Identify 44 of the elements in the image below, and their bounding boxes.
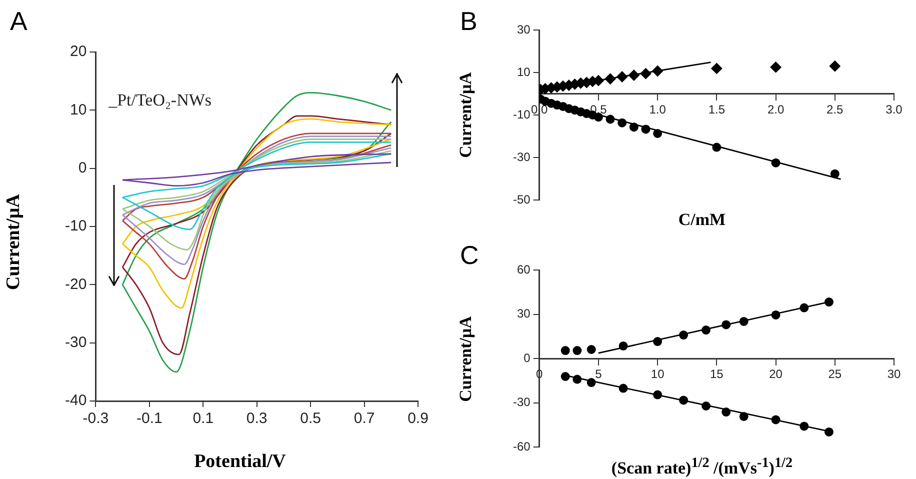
- y-tick-label: -30: [513, 150, 531, 164]
- x-tick-label: 0.9: [408, 410, 428, 428]
- x-tick-label: 3.0: [886, 102, 903, 116]
- y-tick-label: -50: [513, 192, 531, 206]
- chart-title: B: [460, 6, 478, 37]
- y-tick-label: 0: [78, 159, 87, 176]
- y-tick-label: -10: [64, 218, 87, 235]
- y-axis-title: Current/μA: [3, 194, 25, 290]
- x-tick-label: -0.1: [136, 410, 162, 428]
- chart-title: C: [460, 240, 479, 271]
- y-tick-label: 30: [516, 22, 531, 36]
- x-tick-label: 1.5: [708, 102, 726, 116]
- y-tick-label: -20: [64, 276, 87, 293]
- y-tick-label: 60: [516, 262, 531, 276]
- x-tick-label: 0.3: [246, 410, 268, 428]
- y-tick-label: 30: [516, 306, 531, 321]
- x-tick-label: 1.0: [649, 102, 666, 116]
- y-tick-label: -30: [513, 395, 531, 410]
- x-tick-label: 0.1: [192, 410, 214, 428]
- y-tick-label: -30: [64, 334, 87, 351]
- x-axis-title: C/mM: [677, 210, 727, 230]
- y-axis-title: Current/μA: [456, 72, 476, 158]
- x-tick-label: 2.0: [767, 102, 784, 116]
- y-tick-label: 20: [70, 43, 87, 60]
- y-tick-label: 10: [516, 64, 531, 79]
- x-tick-label: 20: [769, 367, 783, 382]
- y-tick-label: -60: [513, 439, 531, 454]
- chart-title: A: [10, 6, 28, 37]
- x-tick-label: 5: [595, 367, 602, 382]
- x-axis-title: Potential/V: [193, 451, 287, 473]
- x-tick-label: 0.5: [300, 410, 321, 428]
- x-tick-label: 2.5: [826, 102, 844, 116]
- y-tick-label: -40: [64, 392, 87, 410]
- x-tick-label: -0.3: [82, 410, 109, 428]
- x-tick-label: 15: [710, 367, 724, 382]
- y-tick-label: 0: [524, 350, 531, 365]
- x-axis-title: (Scan rate)$^{1/2}$ /(mVs$^{-1}$)$^{1/2}$: [610, 455, 794, 479]
- y-tick-label: -10: [513, 107, 531, 122]
- x-tick-label: 25: [828, 367, 842, 382]
- x-tick-label: 0.7: [354, 410, 375, 428]
- y-axis-title: Current/μA: [456, 316, 476, 402]
- x-tick-label: 30: [887, 367, 901, 382]
- annotation: _Pt/TeO₂-NWs: [108, 90, 212, 110]
- x-tick-label: 10: [650, 367, 665, 382]
